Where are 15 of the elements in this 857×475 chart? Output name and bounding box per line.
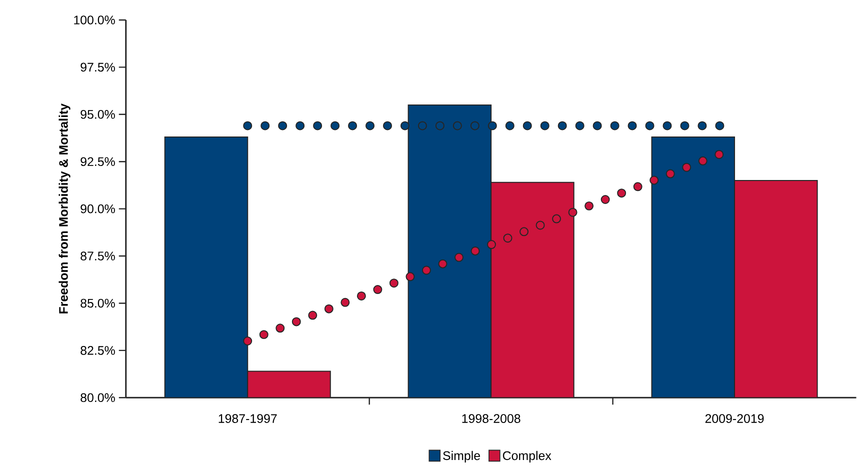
x-tick-label: 2009-2019 (705, 414, 764, 424)
y-axis-title: Freedom from Morbidity & Mortality (58, 104, 70, 314)
y-tick-label: 95.0% (80, 110, 115, 120)
y-tick-label: 97.5% (80, 62, 115, 72)
y-tick-label: 87.5% (80, 252, 115, 261)
y-tick-label: 80.0% (80, 393, 115, 402)
x-tick-label: 1998-2008 (462, 414, 520, 424)
legend-label: Simple (443, 451, 480, 463)
y-tick-label: 100.0% (74, 16, 115, 25)
y-tick-label: 85.0% (80, 299, 115, 308)
legend-label: Complex (502, 451, 552, 463)
y-tick-label: 90.0% (80, 204, 115, 214)
y-tick-label: 92.5% (80, 157, 115, 166)
x-tick-label: 1987-1997 (218, 414, 277, 424)
y-tick-label: 82.5% (80, 346, 115, 356)
